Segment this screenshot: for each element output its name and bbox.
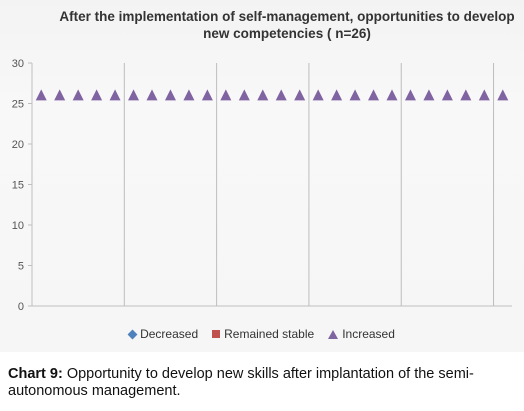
- caption-text: Opportunity to develop new skills after …: [8, 366, 474, 399]
- data-point-triangle: [386, 89, 398, 101]
- legend-item-decreased: Decreased: [127, 327, 199, 341]
- data-point-triangle: [220, 89, 232, 101]
- y-tick-label: 10: [12, 220, 24, 232]
- y-tick-label: 5: [18, 261, 24, 273]
- data-point-triangle: [460, 89, 472, 101]
- legend-label-decreased: Decreased: [140, 327, 199, 341]
- legend-label-remained-stable: Remained stable: [224, 327, 315, 341]
- data-point-triangle: [294, 89, 306, 101]
- data-point-triangle: [368, 89, 380, 101]
- data-point-triangle: [331, 89, 343, 101]
- figure-caption: Chart 9: Opportunity to develop new skil…: [8, 366, 516, 400]
- y-tick-label: 0: [18, 301, 24, 313]
- data-point-triangle: [404, 89, 416, 101]
- y-tick-label: 15: [12, 180, 24, 192]
- data-point-triangle: [72, 89, 84, 101]
- diamond-icon: [127, 329, 138, 339]
- triangle-icon: [328, 329, 339, 339]
- data-point-triangle: [54, 89, 66, 101]
- legend: Decreased Remained stable Increased: [0, 327, 524, 341]
- y-tick-label: 20: [12, 139, 24, 151]
- data-point-triangle: [35, 89, 47, 101]
- data-point-triangle: [128, 89, 140, 101]
- chart-area: After the implementation of self-managem…: [0, 0, 524, 352]
- data-point-triangle: [275, 89, 287, 101]
- data-point-triangle: [257, 89, 269, 101]
- data-point-triangle: [349, 89, 361, 101]
- y-tick-label: 25: [12, 99, 24, 111]
- square-icon: [212, 330, 221, 338]
- caption-label: Chart 9:: [8, 366, 63, 382]
- data-point-triangle: [238, 89, 250, 101]
- chart-title: After the implementation of self-managem…: [59, 9, 515, 41]
- data-point-triangle: [146, 89, 158, 101]
- data-point-triangle: [497, 89, 509, 101]
- data-point-triangle: [91, 89, 103, 101]
- plot-svg: 0 5 10 15 20 25 30: [12, 58, 512, 313]
- data-point-triangle: [109, 89, 121, 101]
- legend-label-increased: Increased: [342, 327, 395, 341]
- data-point-triangle: [478, 89, 490, 101]
- y-tick-label: 30: [12, 58, 24, 70]
- data-point-triangle: [312, 89, 324, 101]
- data-point-triangle: [441, 89, 453, 101]
- legend-item-increased: Increased: [328, 327, 395, 341]
- legend-item-remained-stable: Remained stable: [212, 327, 314, 341]
- data-point-triangle: [423, 89, 435, 101]
- data-point-triangle: [183, 89, 195, 101]
- data-point-triangle: [201, 89, 213, 101]
- data-point-triangle: [164, 89, 176, 101]
